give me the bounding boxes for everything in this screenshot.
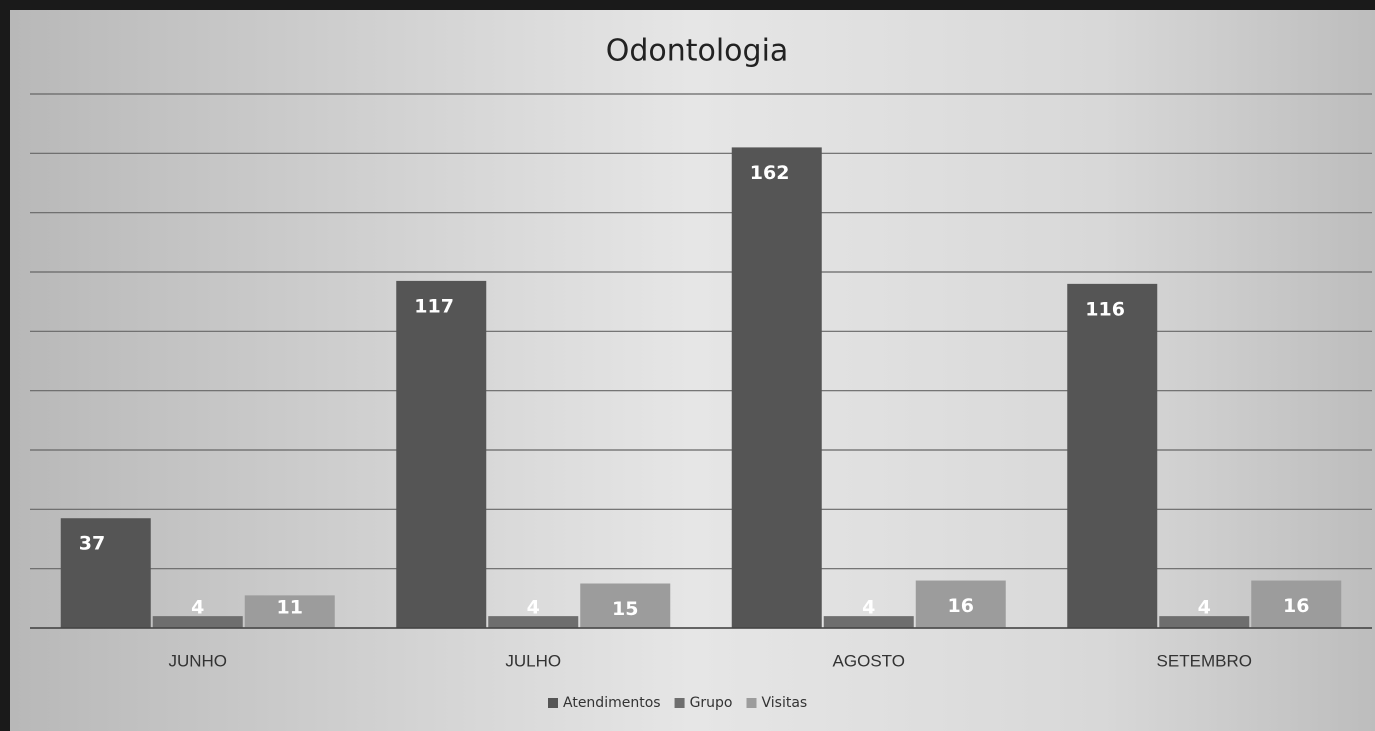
bar bbox=[60, 518, 151, 628]
legend-label: Visitas bbox=[762, 695, 808, 711]
data-label: 4 bbox=[191, 597, 204, 619]
data-label: 11 bbox=[277, 597, 303, 619]
bar bbox=[915, 580, 1006, 628]
data-label: 37 bbox=[79, 533, 105, 555]
data-label: 117 bbox=[414, 295, 454, 317]
legend-swatch bbox=[548, 698, 558, 708]
bar bbox=[580, 583, 671, 628]
legend-swatch bbox=[746, 698, 757, 708]
data-label: 16 bbox=[948, 595, 974, 617]
legend-label: Grupo bbox=[690, 695, 733, 711]
data-label: 4 bbox=[1198, 597, 1211, 619]
legend-swatch bbox=[674, 698, 685, 708]
bar bbox=[1251, 580, 1342, 628]
legend-label: Atendimentos bbox=[563, 695, 661, 711]
x-tick-label: SETEMBRO bbox=[1157, 651, 1252, 670]
bar bbox=[488, 616, 579, 628]
data-label: 16 bbox=[1283, 595, 1309, 617]
bar bbox=[244, 595, 335, 628]
chart-title: Odontologia bbox=[606, 34, 789, 69]
bar bbox=[396, 280, 487, 628]
data-label: 4 bbox=[527, 597, 540, 619]
bar bbox=[823, 616, 914, 628]
bar bbox=[1159, 616, 1250, 628]
x-tick-label: JULHO bbox=[505, 651, 561, 670]
data-label: 116 bbox=[1085, 298, 1125, 320]
bar bbox=[731, 147, 822, 628]
bar bbox=[152, 616, 243, 628]
data-label: 162 bbox=[750, 162, 790, 184]
x-tick-label: JUNHO bbox=[168, 651, 227, 670]
data-label: 4 bbox=[862, 597, 875, 619]
data-label: 15 bbox=[612, 598, 638, 620]
x-tick-label: AGOSTO bbox=[833, 651, 905, 670]
bar bbox=[1067, 283, 1158, 628]
